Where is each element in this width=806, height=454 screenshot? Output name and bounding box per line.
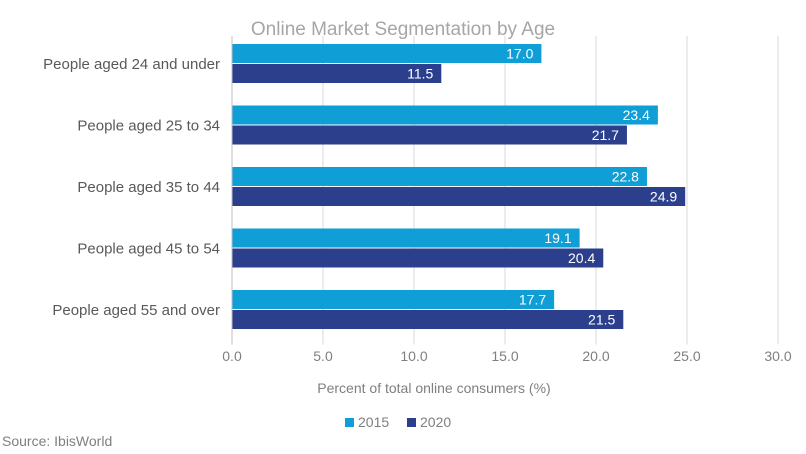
data-label: 21.5 [588,312,615,328]
data-label: 21.7 [592,127,619,143]
category-label: People aged 35 to 44 [77,179,220,196]
data-label: 20.4 [568,250,595,266]
x-tick-label: 0.0 [222,348,242,364]
category-label: People aged 24 and under [43,56,220,73]
x-axis-title: Percent of total online consumers (%) [317,380,550,396]
category-label: People aged 55 and over [52,302,220,319]
category-label: People aged 25 to 34 [77,118,220,135]
legend-label: 2020 [420,414,451,430]
data-label: 23.4 [623,107,650,123]
x-tick-label: 5.0 [313,348,333,364]
bar-2020 [232,187,686,206]
data-label: 17.0 [506,46,533,62]
category-label: People aged 45 to 54 [77,241,220,258]
data-label: 24.9 [650,189,677,205]
legend-swatch-2015 [345,418,354,427]
bar-2020 [232,125,627,145]
x-tick-label: 10.0 [400,348,427,364]
bar-2015 [232,105,658,125]
legend-swatch-2020 [407,418,416,427]
bar-2020 [232,248,604,268]
data-label: 22.8 [612,169,639,185]
legend-label: 2015 [358,414,389,430]
bar-2015 [232,44,542,63]
bar-2020 [232,310,624,329]
bar-2020 [232,64,442,83]
data-label: 19.1 [544,230,571,246]
x-tick-label: 20.0 [582,348,609,364]
source-note: Source: IbisWorld [2,433,113,449]
bar-2015 [232,228,580,248]
data-label: 11.5 [407,66,433,82]
bar-2015 [232,167,647,186]
x-tick-label: 30.0 [764,348,791,364]
x-tick-label: 15.0 [491,348,518,364]
chart-title: Online Market Segmentation by Age [250,19,556,40]
x-tick-label: 25.0 [673,348,700,364]
bar-2015 [232,290,555,309]
data-label: 17.7 [519,292,546,308]
